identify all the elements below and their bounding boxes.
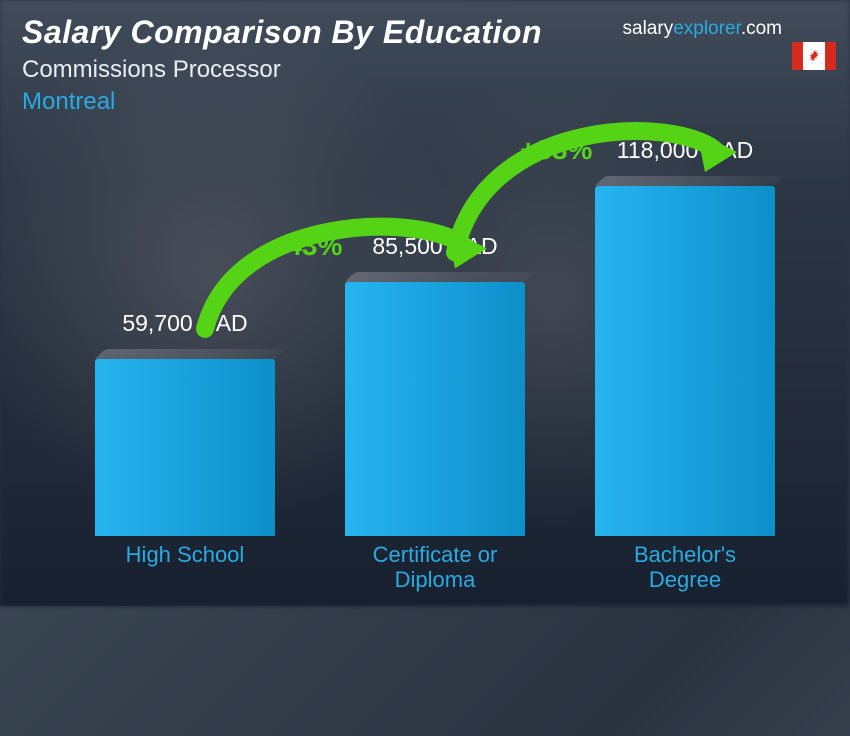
subtitle-location: Montreal — [22, 88, 115, 116]
maple-leaf-icon — [807, 49, 821, 63]
page-title: Salary Comparison By Education — [22, 14, 542, 51]
growth-percent-label: +38% — [520, 134, 592, 166]
growth-arrow — [40, 130, 850, 736]
flag-band-left — [792, 42, 803, 70]
flag-band-right — [825, 42, 836, 70]
flag-band-center — [803, 42, 825, 70]
brand-prefix: salary — [623, 18, 674, 39]
bar-chart: 59,700 CADHigh School85,500 CADCertifica… — [40, 130, 790, 536]
brand-mid: explorer — [673, 18, 741, 39]
brand-suffix: .com — [741, 18, 782, 39]
subtitle-role: Commissions Processor — [22, 56, 281, 84]
infographic-root: Salary Comparison By Education Commissio… — [0, 0, 850, 606]
brand-logo-text: salaryexplorer.com — [623, 18, 782, 40]
country-flag-canada — [792, 42, 836, 70]
